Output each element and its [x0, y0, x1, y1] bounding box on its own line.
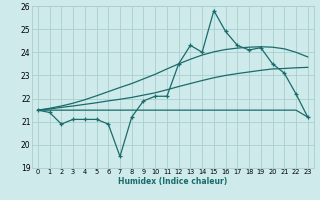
X-axis label: Humidex (Indice chaleur): Humidex (Indice chaleur) — [118, 177, 228, 186]
